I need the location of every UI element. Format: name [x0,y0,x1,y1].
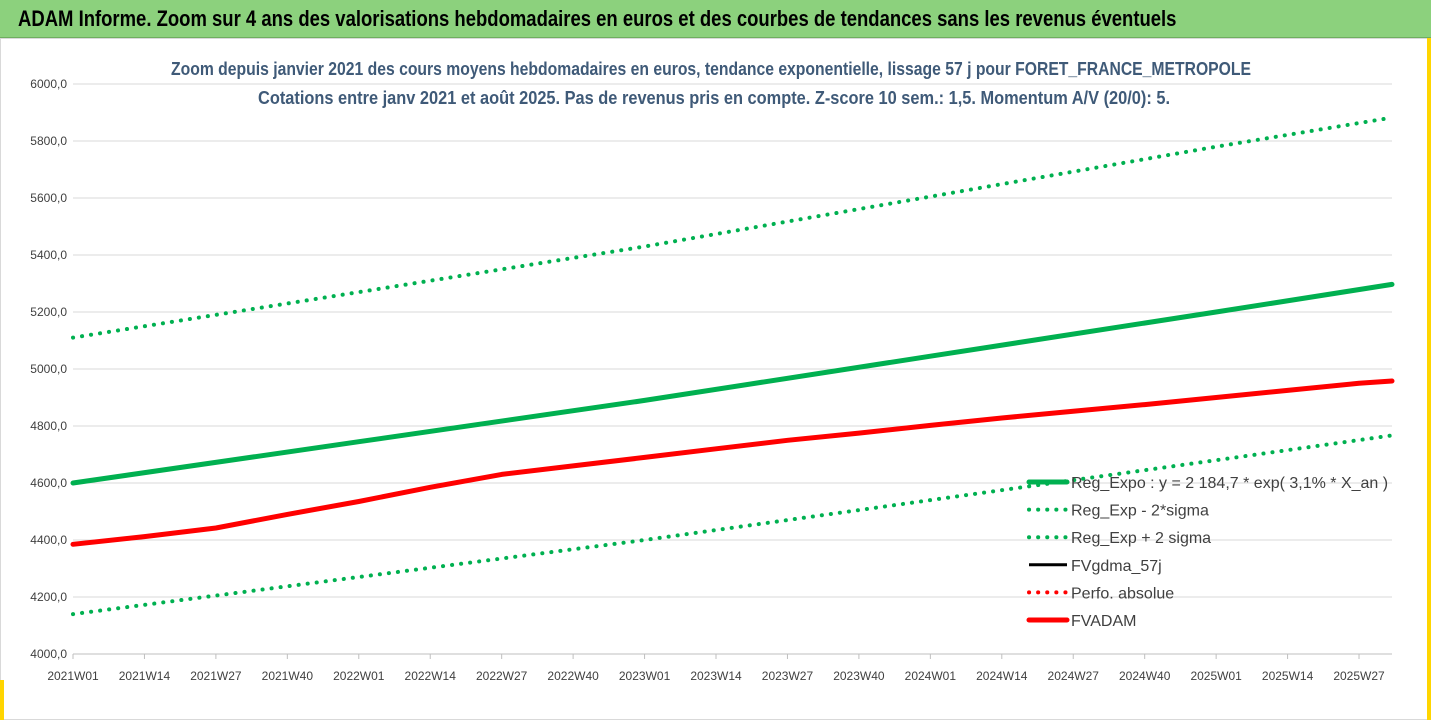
legend-label: Reg_Expo : y = 2 184,7 * exp( 3,1% * X_a… [1071,475,1388,492]
chart-title: Zoom depuis janvier 2021 des cours moyen… [171,59,1251,79]
legend-label: FVgdma_57j [1071,558,1162,575]
y-tick-label: 5400,0 [30,248,67,262]
y-axis: 4000,0 4200,0 4400,0 4600,0 4800,0 5000,0 5200… [30,77,67,661]
x-tick-label: 2024W40 [1119,669,1171,683]
x-tick-label: 2024W27 [1048,669,1100,683]
x-tick-label: 2024W14 [976,669,1028,683]
x-tick-label: 2022W14 [405,669,457,683]
series-lines [70,115,1395,617]
series-line-1 [71,433,1394,617]
legend-label: FVADAM [1071,613,1136,630]
x-tick-label: 2021W14 [119,669,171,683]
y-tick-label: 5600,0 [30,191,67,205]
legend-label: Reg_Exp + 2 sigma [1071,530,1211,547]
x-tick-label: 2021W40 [262,669,314,683]
y-tick-label: 4000,0 [30,647,67,661]
grid [73,83,1392,655]
series-line-0 [70,281,1395,486]
x-tick-label: 2024W01 [905,669,957,683]
x-tick-label: 2023W27 [762,669,814,683]
legend-label: Perfo. absolue [1071,585,1174,602]
x-tick-label: 2022W27 [476,669,528,683]
y-tick-label: 4200,0 [30,590,67,604]
x-tick-label: 2025W14 [1262,669,1314,683]
accent-bar-right [1427,38,1431,720]
x-tick-label: 2021W01 [47,669,99,683]
y-tick-label: 4400,0 [30,533,67,547]
x-tick-label: 2021W27 [190,669,242,683]
x-tick-label: 2022W01 [333,669,385,683]
x-axis: 2021W01 2021W14 2021W27 2021W40 2022W01 2022W… [47,653,1392,683]
y-tick-label: 5200,0 [30,305,67,319]
report-banner: ADAM Informe. Zoom sur 4 ans des valoris… [0,0,1431,38]
x-tick-label: 2023W40 [833,669,885,683]
series-line-5 [70,378,1395,547]
legend: Reg_Expo : y = 2 184,7 * exp( 3,1% * X_a… [1026,475,1388,630]
y-tick-label: 4600,0 [30,476,67,490]
y-tick-label: 4800,0 [30,419,67,433]
y-tick-label: 5000,0 [30,362,67,376]
legend-label: Reg_Exp - 2*sigma [1071,503,1209,520]
x-tick-label: 2025W01 [1190,669,1242,683]
x-tick-label: 2023W01 [619,669,671,683]
x-tick-label: 2023W14 [690,669,742,683]
series-line-2 [71,115,1394,340]
y-tick-label: 5800,0 [30,134,67,148]
x-tick-label: 2025W27 [1333,669,1385,683]
x-tick-label: 2022W40 [547,669,599,683]
accent-bar-left [0,680,4,720]
y-tick-label: 6000,0 [30,77,67,91]
chart-subtitle: Cotations entre janv 2021 et août 2025. … [258,88,1170,108]
report-title: ADAM Informe. Zoom sur 4 ans des valoris… [18,6,1177,31]
